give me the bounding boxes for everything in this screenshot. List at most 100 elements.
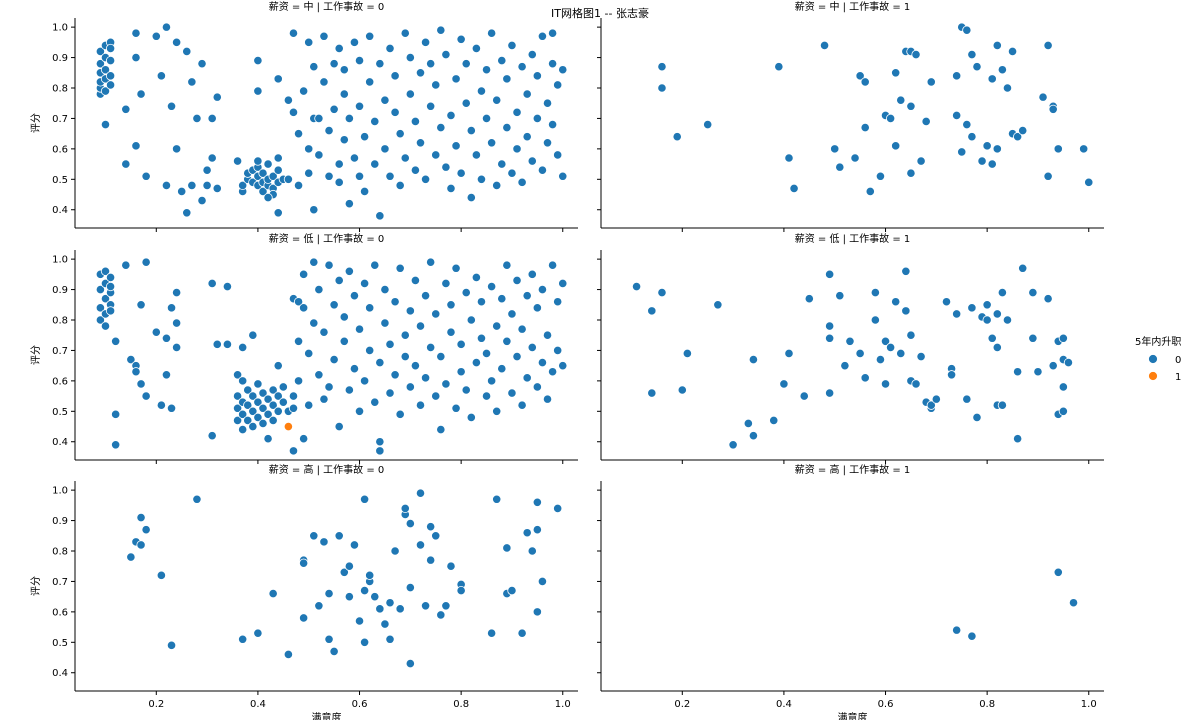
data-point bbox=[532, 525, 542, 535]
y-tick-label: 0.4 bbox=[52, 668, 68, 679]
data-point bbox=[375, 446, 385, 456]
legend: 5年内升职 0 1 bbox=[1135, 335, 1181, 383]
data-point bbox=[339, 567, 349, 577]
data-point bbox=[304, 37, 314, 47]
data-point bbox=[263, 159, 273, 169]
data-point bbox=[415, 488, 426, 498]
data-point bbox=[835, 162, 845, 172]
data-point bbox=[456, 34, 466, 44]
data-point bbox=[207, 431, 217, 441]
data-point bbox=[232, 403, 243, 413]
data-point bbox=[512, 351, 522, 362]
data-point bbox=[354, 616, 365, 626]
data-point bbox=[111, 440, 121, 450]
data-point bbox=[248, 406, 258, 416]
data-point bbox=[390, 370, 400, 380]
data-point bbox=[380, 95, 390, 105]
y-tick-label: 1.0 bbox=[52, 255, 68, 266]
data-point bbox=[906, 101, 916, 111]
data-point bbox=[507, 585, 517, 596]
data-point bbox=[365, 345, 375, 356]
data-point bbox=[431, 80, 441, 90]
data-point bbox=[657, 62, 667, 72]
data-point bbox=[273, 406, 283, 416]
data-point bbox=[105, 43, 116, 54]
data-point bbox=[390, 297, 400, 307]
data-point bbox=[512, 144, 522, 154]
data-point bbox=[497, 364, 507, 374]
data-point bbox=[172, 288, 182, 298]
x-tick-label: 1.0 bbox=[555, 699, 571, 710]
data-point bbox=[901, 306, 911, 316]
data-point bbox=[395, 180, 405, 190]
data-point bbox=[558, 65, 568, 75]
data-point bbox=[238, 634, 248, 644]
data-point bbox=[840, 361, 850, 371]
data-point bbox=[446, 183, 456, 194]
data-point bbox=[517, 62, 527, 72]
y-tick-label: 0.9 bbox=[52, 516, 68, 527]
data-point bbox=[957, 147, 967, 157]
facet-panels: 薪资 = 中 | 工作事故 = 0 0.4 0.5 0.6 0.7 0.8 0.9 1.0 评分… bbox=[30, 0, 1104, 720]
data-point bbox=[253, 56, 263, 66]
data-point bbox=[151, 327, 161, 337]
data-point bbox=[451, 74, 461, 84]
x-tick-label: 1.0 bbox=[1081, 699, 1097, 710]
data-point bbox=[243, 385, 253, 395]
data-point bbox=[804, 294, 814, 304]
data-point bbox=[952, 71, 962, 81]
data-point bbox=[476, 297, 487, 307]
y-tick-label: 0.7 bbox=[52, 346, 68, 357]
data-point bbox=[263, 409, 273, 419]
data-point bbox=[492, 180, 502, 190]
data-point bbox=[415, 321, 426, 331]
data-point bbox=[481, 348, 492, 359]
data-point-promoted bbox=[283, 421, 293, 432]
data-point bbox=[845, 336, 855, 346]
data-point bbox=[532, 382, 542, 392]
data-point bbox=[547, 367, 558, 377]
data-point bbox=[441, 601, 451, 611]
facet-panel: 薪资 = 高 | 工作事故 = 1 0.2 0.4 0.6 0.8 1.0 满意度 bbox=[597, 463, 1104, 720]
data-point bbox=[405, 89, 415, 99]
data-point bbox=[542, 138, 553, 148]
data-point bbox=[420, 174, 431, 184]
data-point bbox=[304, 144, 314, 154]
data-point bbox=[177, 186, 187, 197]
data-point bbox=[263, 394, 273, 404]
legend-marker-1 bbox=[1148, 371, 1158, 381]
data-point bbox=[537, 31, 548, 41]
data-point bbox=[532, 303, 542, 313]
legend-marker-0 bbox=[1148, 354, 1158, 364]
data-point bbox=[314, 113, 324, 124]
data-point bbox=[395, 604, 405, 614]
data-point bbox=[481, 391, 492, 401]
data-point bbox=[166, 101, 177, 111]
data-point bbox=[446, 300, 456, 310]
data-point bbox=[360, 186, 370, 197]
data-point bbox=[400, 503, 410, 513]
y-tick-label: 0.6 bbox=[52, 144, 68, 155]
data-point bbox=[400, 351, 410, 362]
data-point bbox=[522, 528, 532, 538]
data-point bbox=[886, 342, 896, 352]
data-point bbox=[258, 186, 268, 197]
data-point bbox=[825, 333, 835, 343]
data-point bbox=[319, 77, 329, 87]
data-point bbox=[370, 116, 380, 127]
data-point bbox=[111, 336, 121, 346]
data-point bbox=[426, 257, 436, 267]
data-point bbox=[349, 291, 360, 301]
data-point bbox=[192, 494, 202, 504]
data-point bbox=[360, 637, 370, 647]
data-point bbox=[542, 394, 553, 404]
data-point bbox=[354, 324, 365, 334]
data-point bbox=[354, 101, 365, 111]
data-point bbox=[962, 25, 972, 35]
data-point bbox=[1018, 263, 1028, 273]
panel-title: 薪资 = 中 | 工作事故 = 1 bbox=[795, 0, 911, 13]
data-point bbox=[436, 25, 446, 35]
data-point bbox=[982, 141, 992, 151]
data-point bbox=[456, 585, 466, 596]
data-point bbox=[502, 122, 512, 133]
